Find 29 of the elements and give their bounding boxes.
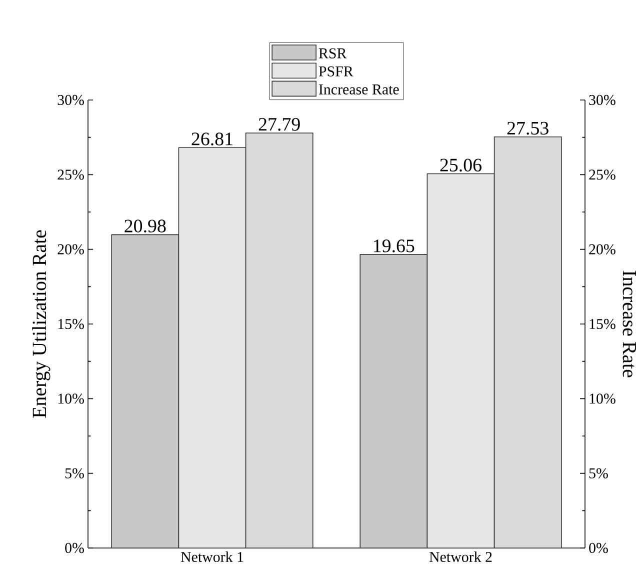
- y2-tick-label: 0%: [589, 542, 608, 554]
- y-tick-label: 10%: [58, 394, 84, 404]
- y2-axis-title: Increase Rate: [622, 270, 636, 378]
- y2-tick-label: 15%: [590, 318, 616, 330]
- y-tick-label: 0%: [65, 542, 84, 554]
- legend-label: RSR: [318, 48, 347, 58]
- y2-tick-label: 25%: [589, 170, 616, 180]
- y2-tick-label: 5%: [589, 468, 608, 478]
- y-tick-label: 5%: [65, 468, 84, 478]
- bar: [360, 254, 428, 548]
- y2-tick-label: 30%: [589, 94, 616, 106]
- bar: [111, 234, 180, 548]
- data-label: 27.53: [507, 122, 548, 135]
- data-label: 27.79: [258, 118, 300, 131]
- data-label: 26.81: [192, 132, 232, 146]
- y2-tick-label: 10%: [590, 394, 616, 404]
- y-tick-label: 15%: [58, 318, 84, 330]
- x-tick-label: Network 1: [180, 552, 244, 562]
- data-label: 19.65: [374, 240, 414, 252]
- legend-label: PSFR: [318, 66, 354, 76]
- y-axis-title: Energy Utilization Rate: [32, 230, 50, 418]
- data-label: 25.06: [440, 158, 482, 172]
- x-tick-label: Network 2: [429, 552, 492, 562]
- legend-label: Increase Rate: [319, 84, 399, 94]
- y-tick-label: 20%: [58, 244, 84, 254]
- y-tick-label: 25%: [58, 170, 84, 180]
- y2-tick-label: 20%: [589, 244, 616, 254]
- data-label: 20.98: [124, 220, 166, 232]
- y-tick-label: 30%: [58, 94, 84, 106]
